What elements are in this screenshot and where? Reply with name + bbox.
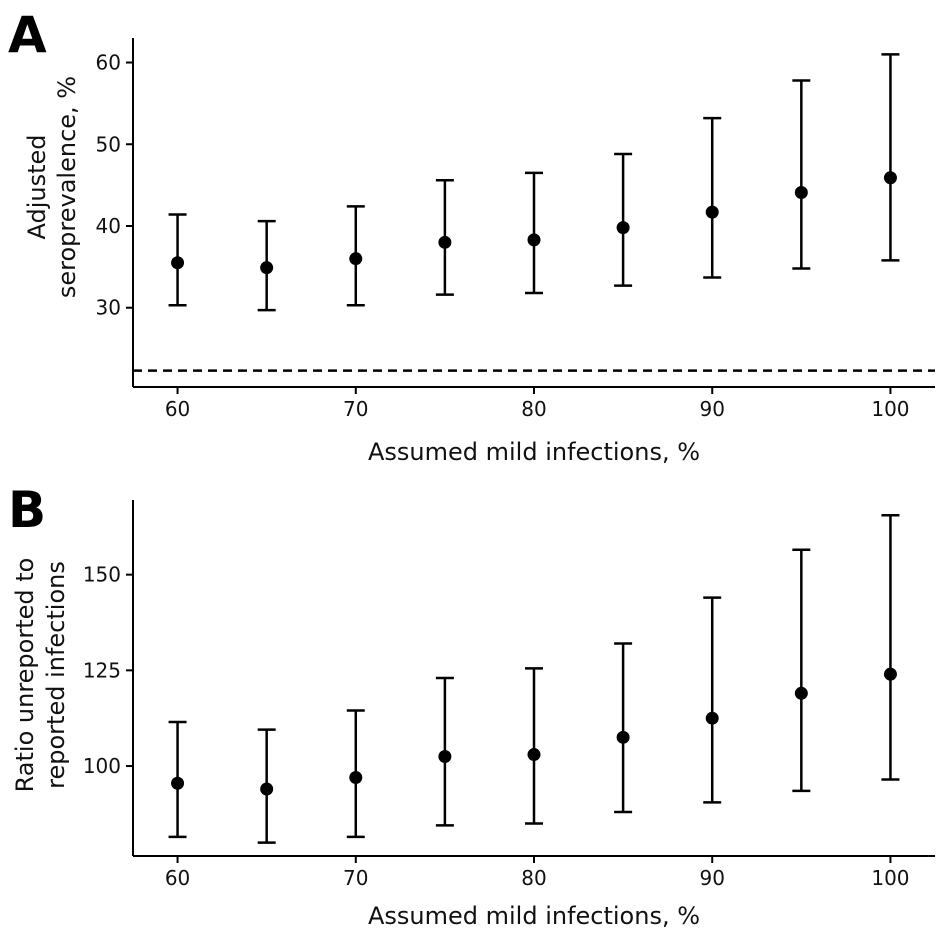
panel-b-x-tick-label: 90 [699,866,724,890]
panel-a-y-axis-title-line1: Adjusted [23,134,51,239]
panel-a-label: A [8,6,47,64]
panel-a-y-tick-label: 60 [96,51,121,75]
panel-b-y-tick-label: 150 [83,563,121,587]
panel-b-data-point [527,748,541,762]
panel-a-x-axis-title: Assumed mild infections, % [368,438,700,466]
panel-b-x-tick-label: 60 [165,866,190,890]
panel-a-data-point [349,252,363,266]
panel-b-y-axis-title-line1: Ratio unreported to [11,558,39,793]
panel-b-data-point [171,776,185,790]
panel-a-data-point [883,171,897,185]
panel-a-data-point [705,205,719,219]
panel-b-y-tick-label: 100 [83,754,121,778]
panel-b-y-axis-title: Ratio unreported to reported infections [11,558,70,793]
panel-a-plot-area: 60 70 80 90 100 30 40 50 60 [96,38,935,421]
panel-a-data-point [527,233,541,247]
panel-b-data-point [705,711,719,725]
panel-a-y-tick-label: 50 [96,132,121,156]
panel-b-data-point [260,782,274,796]
panel-b-x-tick-label: 100 [871,866,909,890]
panel-a-data-point [171,256,185,270]
panel-a-y-tick-label: 30 [96,296,121,320]
panel-a-y-axis-title: Adjusted seroprevalence, % [23,76,81,298]
panel-b-y-axis-title-line2: reported infections [42,561,70,789]
panel-b: B Ratio unreported to reported infection… [8,481,935,929]
panel-b-data-point [794,686,808,700]
panel-b-plot-area: 60 70 80 90 100 100 125 150 [83,500,935,890]
panel-a-data-point [794,185,808,199]
panel-a-y-tick-label: 40 [96,214,121,238]
panel-a-y-axis-title-line2: seroprevalence, % [53,76,81,298]
panel-a-data-point [616,221,630,235]
panel-a-x-tick-label: 100 [871,397,909,421]
panel-b-y-tick-label: 125 [83,658,121,682]
panel-a-data-point [438,235,452,249]
panel-a-x-tick-label: 70 [343,397,368,421]
panel-b-x-tick-label: 80 [521,866,546,890]
panel-a-x-tick-label: 60 [165,397,190,421]
panel-b-data-point [438,749,452,763]
panel-a-x-tick-label: 90 [699,397,724,421]
panel-a-x-tick-label: 80 [521,397,546,421]
panel-a: A Adjusted seroprevalence, % Assumed mil… [8,6,935,466]
panel-b-data-point [883,667,897,681]
panel-b-label: B [8,481,46,539]
panel-b-x-axis-title: Assumed mild infections, % [368,902,700,929]
panel-b-x-tick-label: 70 [343,866,368,890]
panel-a-data-point [260,261,274,275]
panel-b-data-point [349,771,363,785]
panel-b-data-point [616,730,630,744]
